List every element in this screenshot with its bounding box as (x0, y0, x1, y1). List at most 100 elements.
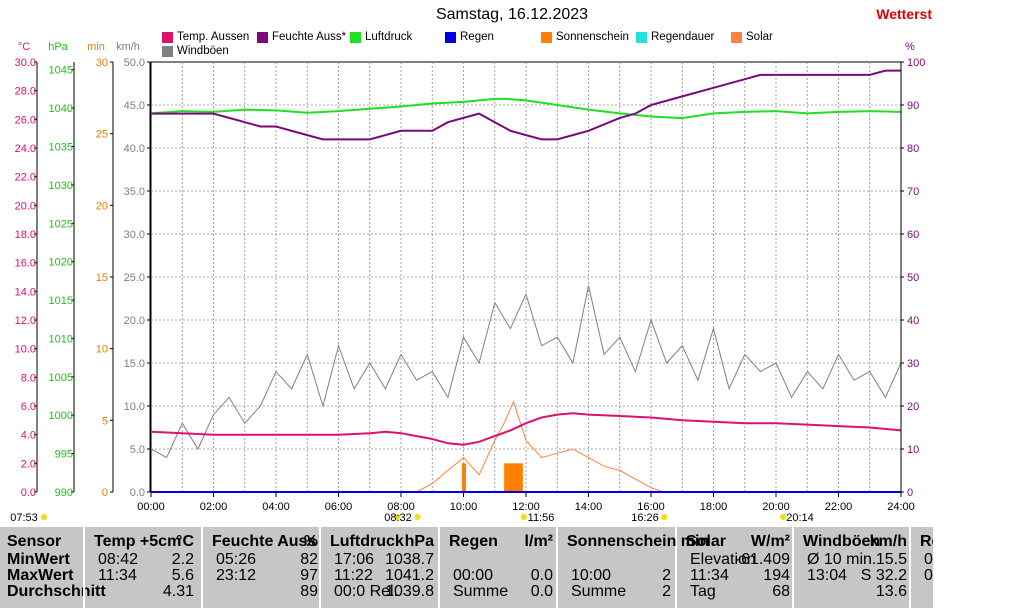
legend-item: Windböen (162, 45, 229, 57)
x-tick-label: 22:00 (825, 501, 853, 513)
y-tick-label-temp: 8.0 (21, 372, 36, 384)
stats-cell-time: 11:34 (690, 567, 729, 584)
stats-cell-value: 0.0 (530, 583, 553, 600)
stats-cell-time: 17:06 (334, 551, 375, 568)
y-tick-label-wind: 10.0 (124, 401, 145, 413)
y-tick-label-wind: 15.0 (124, 358, 145, 370)
y-tick-label-wind: 45.0 (124, 100, 145, 112)
sun-marker-icon (41, 514, 47, 520)
stats-row-label: MinWert (7, 551, 70, 568)
legend-swatch (162, 31, 173, 43)
stats-cell-value: 194 (763, 567, 790, 584)
legend-swatch (541, 31, 552, 43)
legend-item: Feuchte Auss* (257, 31, 346, 43)
stats-cell-time: Tag (690, 583, 716, 600)
y-tick-label-minutes: 10 (96, 344, 108, 356)
y-tick-label-temp: 18.0 (15, 229, 36, 241)
stats-cell-time: 11:34 (98, 567, 137, 584)
y-tick-label-humidity: 80 (907, 143, 919, 155)
y-tick-label-humidity: 50 (907, 272, 919, 284)
stats-cell-time: 0 (924, 551, 933, 568)
y-tick-label-pressure: 1010 (49, 333, 73, 345)
legend-item: Sonnenschein (541, 31, 629, 43)
legend-label: Solar (746, 31, 773, 43)
stats-cell-time: 13:04 (807, 567, 848, 584)
stats-column-divider (201, 527, 203, 608)
y-tick-label-temp: 10.0 (15, 344, 36, 356)
y-tick-label-minutes: 15 (96, 272, 108, 284)
stats-cell-value: 5.6 (171, 567, 194, 584)
sun-marker-icon (520, 514, 527, 520)
legend-swatch (636, 31, 647, 43)
stats-column-divider (556, 527, 558, 608)
legend-label: Windböen (177, 45, 229, 57)
sun-marker-icon (394, 514, 401, 520)
stats-column-unit: °C (176, 533, 194, 550)
y-tick-label-humidity: 60 (907, 229, 919, 241)
legend-item: Regendauer (636, 31, 714, 43)
stats-column-unit: km/h (869, 533, 907, 550)
y-tick-label-minutes: 30 (96, 57, 108, 69)
stats-column-divider (319, 527, 321, 608)
legend-label: Sonnenschein (556, 31, 629, 43)
y-tick-label-temp: 22.0 (15, 172, 36, 184)
x-tick-label: 24:00 (887, 501, 915, 513)
stats-cell-time: 0 (924, 567, 933, 584)
y-tick-label-temp: 12.0 (15, 315, 36, 327)
stats-cell-value: S 32.2 (860, 567, 907, 584)
stats-table: Sensor MinWert MaxWert Durchschnitt Temp +5c… (0, 527, 933, 608)
stats-cell-time: Elevation (690, 551, 756, 568)
stats-cell-value: 0.0 (530, 567, 553, 584)
stats-cell-value: 82 (300, 551, 318, 568)
stats-column-title: Feuchte Auss (212, 533, 317, 550)
y-axis-unit-minutes: min (87, 41, 105, 53)
stats-row-label: Durchschnitt (7, 583, 106, 600)
weather-chart: 00:00 02:00 04:00 06:00 08:00 10:00 12:00 14:00… (10, 41, 925, 524)
stats-column-title: Solar (686, 533, 727, 550)
stats-cell-value: 15.5 (875, 551, 907, 568)
legend-swatch (257, 31, 268, 43)
stats-cell-value: 2 (662, 583, 671, 600)
stats-column-title: Temp +5cm (94, 533, 182, 550)
y-tick-label-minutes: 5 (102, 415, 108, 427)
y-tick-label-temp: 0.0 (21, 487, 36, 499)
legend-label: Feuchte Auss* (272, 31, 347, 43)
y-tick-label-pressure: 1000 (49, 410, 73, 422)
stats-column-title: Re (920, 533, 933, 550)
stats-cell-value: 1041.2 (385, 567, 434, 584)
legend-label: Temp. Aussen (177, 31, 250, 43)
stats-column-unit: % (303, 533, 318, 550)
x-tick-label: 00:00 (137, 501, 165, 513)
y-tick-label-wind: 30.0 (124, 229, 145, 241)
stats-cell-value: 89 (300, 583, 318, 600)
y-tick-label-pressure: 1045 (49, 65, 73, 77)
time-marker-label: 11:56 (528, 512, 555, 524)
grid-lines (150, 61, 902, 493)
time-marker-label: 08:32 (384, 512, 412, 524)
y-tick-label-humidity: 10 (907, 444, 919, 456)
series-line-temp-aussen (150, 412, 902, 446)
stats-column-title: Windböen (803, 533, 881, 550)
legend-swatch (445, 31, 456, 43)
y-tick-label-wind: 25.0 (124, 272, 145, 284)
sun-marker-icon (661, 514, 668, 520)
y-tick-label-pressure: 1040 (49, 103, 73, 115)
stats-column-title: Luftdruck (330, 533, 404, 550)
stats-cell-time: 10:00 (571, 567, 612, 584)
y-tick-label-wind: 50.0 (124, 57, 145, 69)
stats-cell-time: Summe (571, 583, 627, 600)
time-marker-label: 07:53 (10, 512, 38, 524)
stats-column-unit: hPa (404, 533, 434, 550)
y-tick-label-humidity: 30 (907, 358, 919, 370)
y-tick-label-wind: 0.0 (130, 487, 145, 499)
stats-cell-time: 05:26 (216, 551, 257, 568)
stats-cell-value: -61.409 (735, 551, 790, 568)
y-tick-label-minutes: 25 (96, 129, 108, 141)
y-tick-label-pressure: 1030 (49, 180, 73, 192)
y-axis-unit-wind: km/h (116, 41, 140, 53)
stats-column-divider (909, 527, 911, 608)
legend-item: Temp. Aussen (162, 31, 249, 43)
legend-label: Luftdruck (365, 31, 413, 43)
legend-swatch (350, 31, 361, 43)
y-tick-label-minutes: 0 (102, 487, 108, 499)
